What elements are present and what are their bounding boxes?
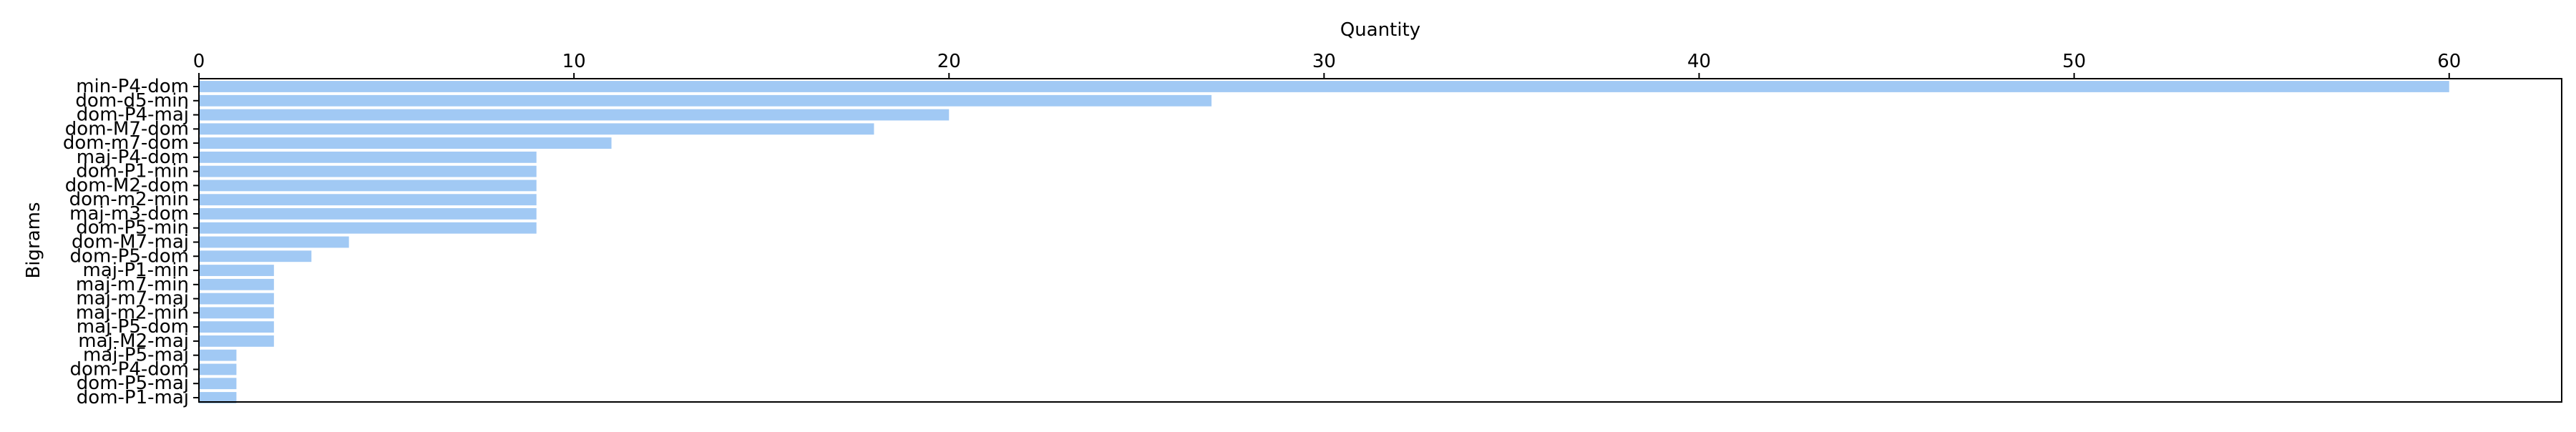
- bar-dom-m7-dom: [199, 137, 612, 149]
- x-axis-label: Quantity: [1340, 19, 1420, 41]
- bars-layer: [199, 81, 2449, 403]
- y-tick-label: maj-m3-dom: [69, 203, 189, 225]
- y-tick-label: maj-P5-dom: [77, 316, 189, 338]
- x-tick-label: 40: [1687, 51, 1711, 72]
- y-tick-label: maj-m7-maj: [76, 288, 189, 310]
- bar-dom-P5-min: [199, 222, 537, 234]
- bar-maj-M2-maj: [199, 335, 274, 347]
- x-axis-ticks: 0 10 20 30 40 50 60: [193, 51, 2461, 79]
- y-tick-label: dom-M2-dom: [65, 175, 189, 196]
- bar-dom-P4-dom: [199, 363, 237, 375]
- bar-dom-P5-maj: [199, 378, 237, 390]
- x-tick-label: 30: [1312, 51, 1336, 72]
- y-tick-label: dom-P5-min: [76, 217, 189, 239]
- y-axis-label: Bigrams: [23, 202, 44, 278]
- x-tick-label: 50: [2062, 51, 2086, 72]
- y-tick-label: dom-M7-maj: [72, 232, 189, 253]
- bar-maj-P5-maj: [199, 349, 237, 361]
- bar-dom-d5-min: [199, 94, 1212, 107]
- bar-maj-P4-dom: [199, 151, 537, 163]
- y-tick-label: dom-m2-min: [69, 189, 189, 210]
- bar-maj-P1-min: [199, 265, 274, 276]
- y-axis-tick-labels: min-P4-domdom-d5-mindom-P4-majdom-M7-dom…: [63, 76, 199, 408]
- bar-dom-m2-min: [199, 194, 537, 206]
- bar-maj-m3-dom: [199, 208, 537, 220]
- y-tick-label: dom-P5-maj: [77, 373, 189, 394]
- bar-maj-m7-min: [199, 278, 274, 290]
- y-tick-label: dom-d5-min: [75, 90, 189, 112]
- bar-maj-P5-dom: [199, 321, 274, 333]
- bar-maj-m7-maj: [199, 293, 274, 305]
- y-tick-label: maj-m7-min: [76, 274, 189, 295]
- y-tick-label: dom-P1-min: [76, 161, 189, 182]
- x-tick-label: 20: [937, 51, 961, 72]
- bar-dom-M7-maj: [199, 236, 349, 248]
- bar-min-P4-dom: [199, 81, 2449, 92]
- x-tick-label: 0: [193, 51, 205, 72]
- y-tick-label: maj-m2-min: [76, 302, 189, 323]
- bar-dom-P1-min: [199, 165, 537, 177]
- bar-dom-P1-maj: [199, 392, 237, 403]
- x-tick-label: 10: [562, 51, 586, 72]
- y-tick-label: dom-P4-dom: [70, 358, 189, 380]
- y-tick-label: min-P4-dom: [76, 76, 189, 97]
- y-tick-label: maj-P5-maj: [83, 345, 189, 366]
- y-tick-label: dom-P1-maj: [77, 387, 189, 408]
- y-tick-label: dom-m7-dom: [63, 132, 189, 154]
- y-tick-label: dom-M7-dom: [65, 118, 189, 139]
- bar-dom-M2-dom: [199, 180, 537, 192]
- y-tick-label: dom-P4-maj: [77, 104, 189, 126]
- x-tick-label: 60: [2437, 51, 2461, 72]
- bar-maj-m2-min: [199, 307, 274, 319]
- y-tick-label: maj-P1-min: [83, 260, 190, 281]
- y-tick-label: maj-P4-dom: [77, 147, 189, 168]
- plot-frame: [198, 78, 2562, 403]
- bar-dom-P5-dom: [199, 250, 312, 262]
- bar-dom-M7-dom: [199, 123, 874, 135]
- y-tick-label: maj-M2-maj: [78, 330, 189, 352]
- bar-dom-P4-maj: [199, 109, 950, 121]
- y-tick-label: dom-P5-dom: [70, 245, 189, 267]
